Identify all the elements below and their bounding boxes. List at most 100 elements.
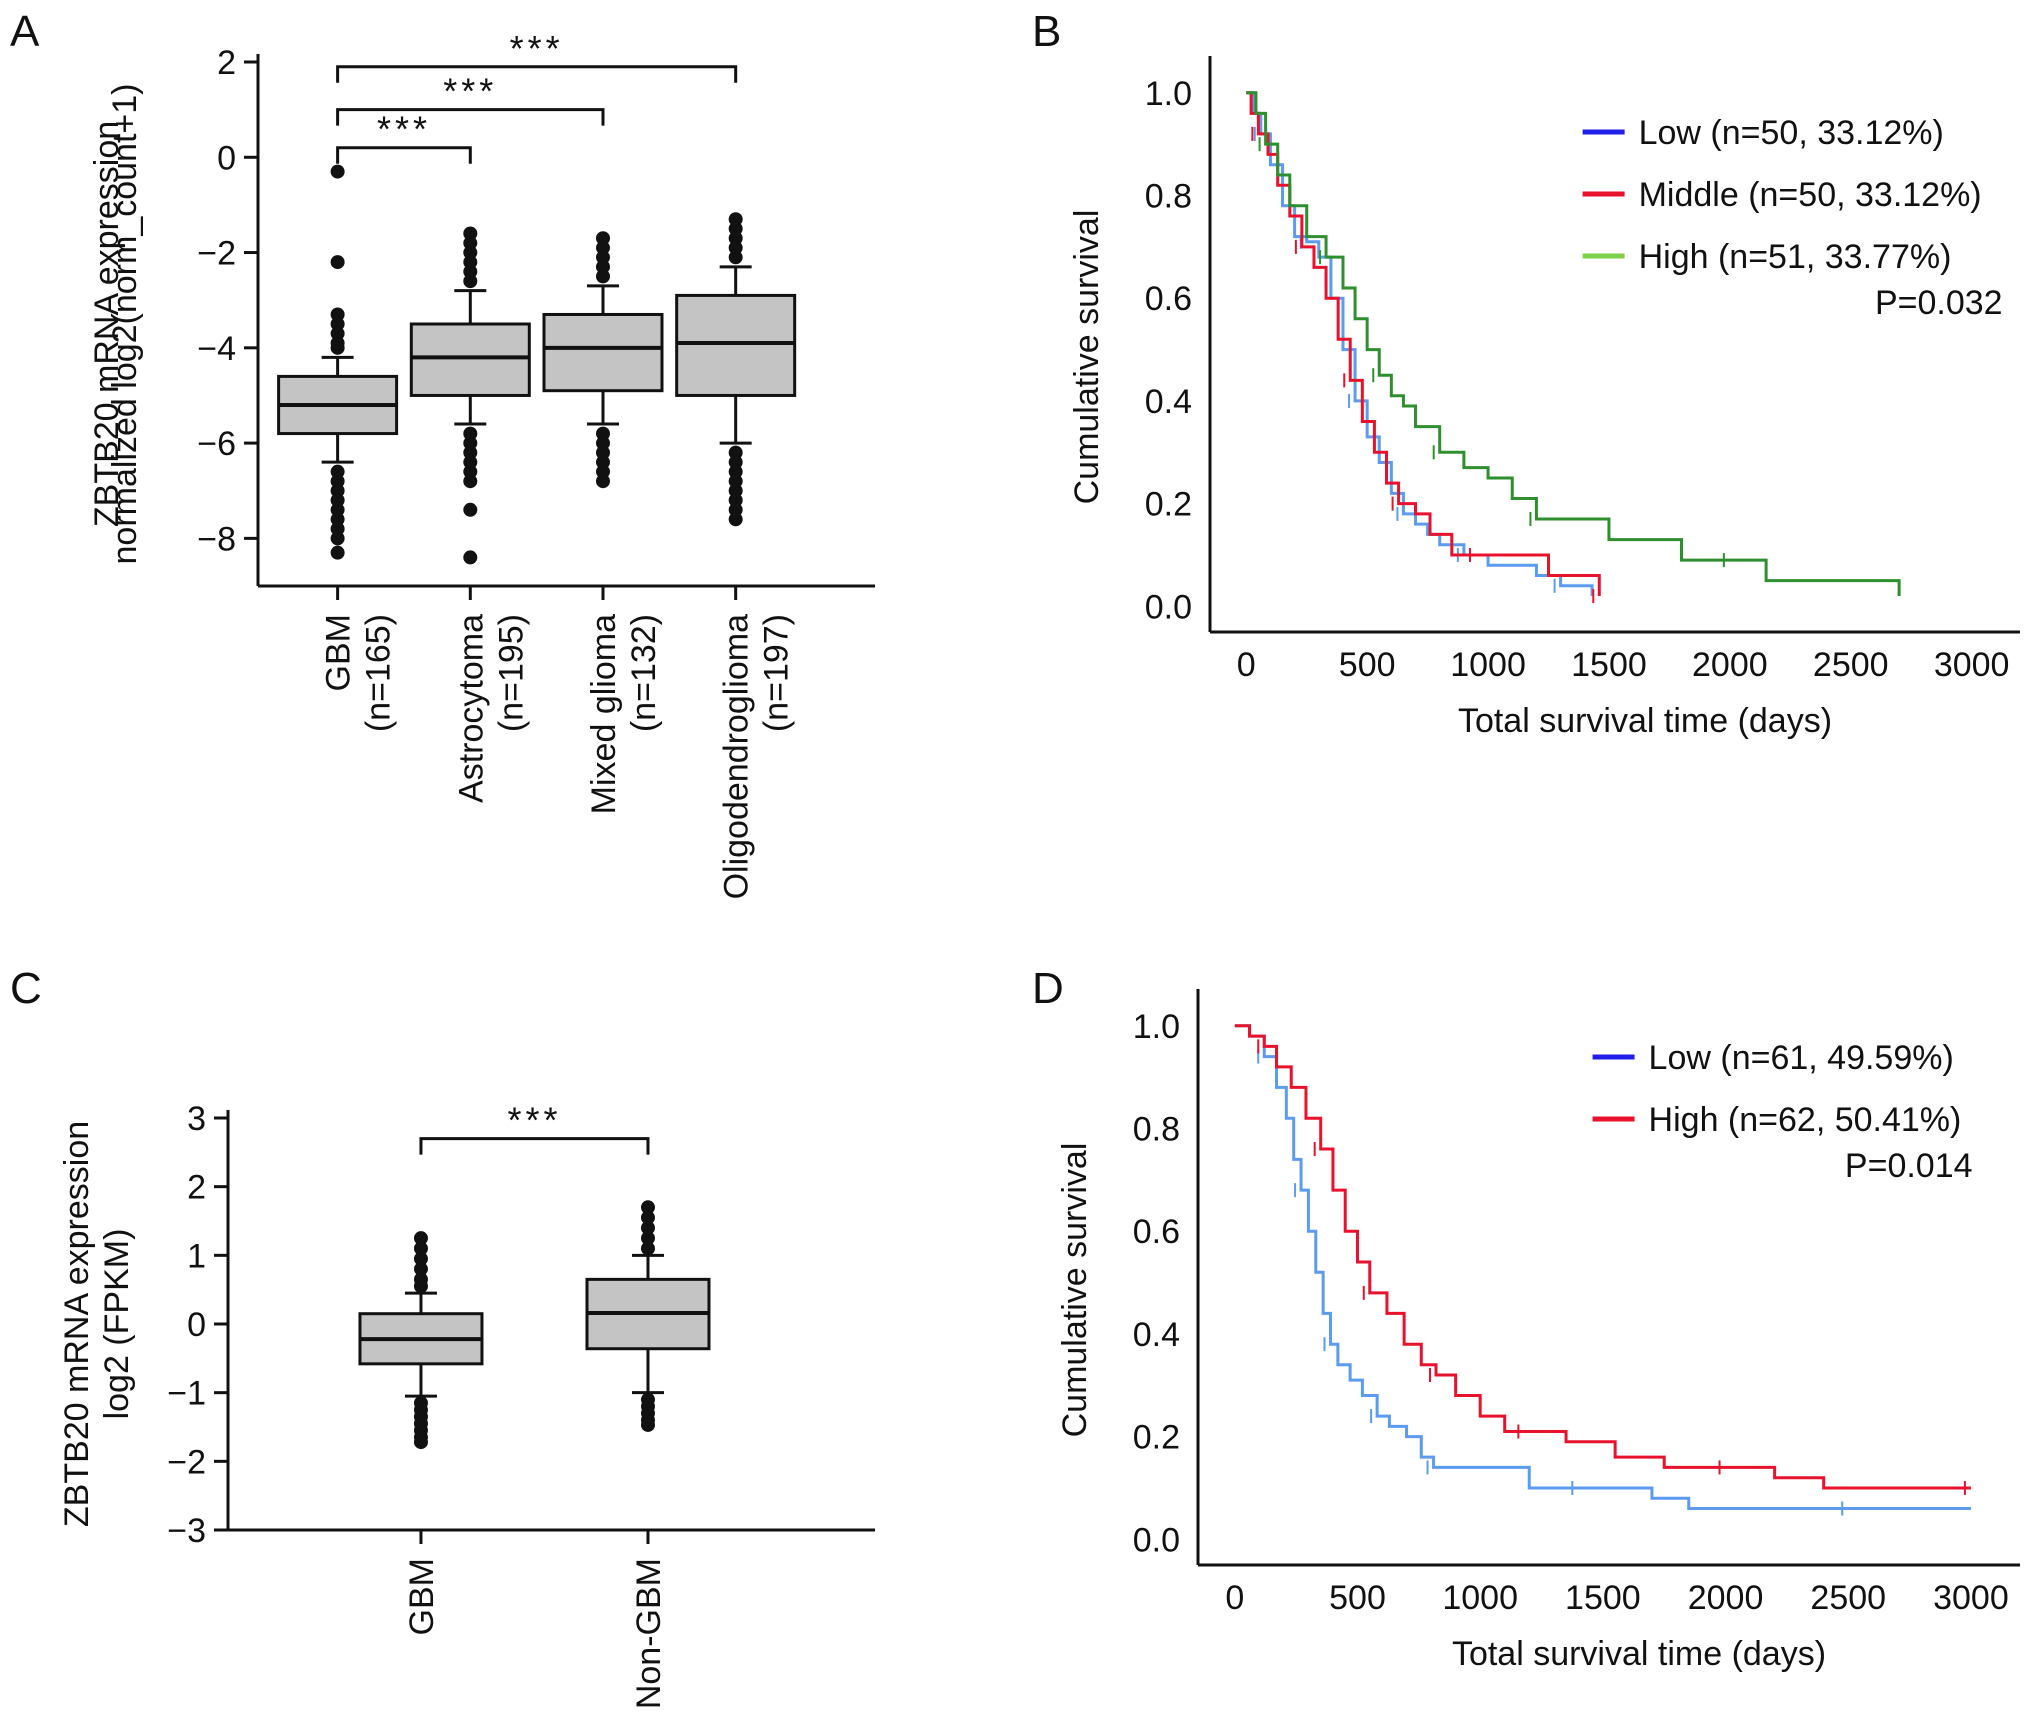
outlier-point (463, 502, 478, 517)
outlier-point (728, 250, 743, 265)
x-category-count: (n=132) (625, 614, 663, 732)
outlier-point (413, 1241, 428, 1256)
x-tick-label: 0 (1237, 646, 1256, 684)
x-axis-label: Total survival time (days) (1452, 1635, 1826, 1673)
y-tick-label: 2 (187, 1169, 206, 1207)
y-tick-label: −1 (167, 1375, 206, 1413)
box-body (409, 322, 531, 397)
x-axis-label: Total survival time (days) (1458, 702, 1832, 740)
significance-bracket (336, 108, 605, 126)
x-category-count: (n=197) (758, 614, 796, 732)
y-tick-label: 0.0 (1145, 588, 1192, 626)
significance-stars: *** (443, 71, 497, 112)
survival-curve-middle (1246, 91, 1601, 597)
y-tick-label: 1.0 (1145, 75, 1192, 113)
y-tick-label: −8 (197, 520, 236, 558)
p-value-label: P=0.014 (1845, 1147, 1973, 1185)
y-tick-label: −3 (167, 1512, 206, 1550)
x-tick-label: 1500 (1565, 1579, 1641, 1617)
y-tick-label: −2 (167, 1443, 206, 1481)
survival-curve-high (1234, 1024, 1971, 1490)
y-tick-label: 1 (187, 1237, 206, 1275)
y-axis-label: normalized log2(norm_count+1) (106, 84, 144, 565)
y-axis-label: ZBTB20 mRNA expression (58, 1121, 96, 1527)
outlier-point (463, 474, 478, 489)
y-axis-label: Cumulative survival (1056, 1143, 1094, 1438)
significance-stars: *** (510, 28, 564, 69)
survival-curve-low (1234, 1024, 1971, 1511)
box-body (675, 293, 797, 397)
outlier-point (330, 164, 345, 179)
y-tick-label: 1.0 (1133, 1008, 1180, 1046)
outlier-point (595, 474, 610, 489)
x-tick-label: 0 (1225, 1579, 1244, 1617)
panel-c-boxplot: 3 2 1 0 −1 −2 −3 ZBTB20 mRNA expression log2 (FP… (58, 1100, 875, 1709)
y-tick-label: 0.6 (1145, 280, 1192, 318)
outlier-point (413, 1231, 428, 1246)
outlier-point (413, 1262, 428, 1277)
outlier-point (640, 1220, 655, 1235)
x-tick-label: 1000 (1450, 646, 1526, 684)
y-tick-label: 0.2 (1133, 1419, 1180, 1457)
y-tick-label: 2 (217, 44, 236, 82)
y-tick-label: 0.4 (1145, 383, 1192, 421)
outlier-point (640, 1417, 655, 1432)
y-tick-label: 3 (187, 1100, 206, 1138)
x-category-label: Astrocytoma (452, 614, 490, 803)
panel-d-survival: 0.0 0.2 0.4 0.6 0.8 1.0 0 500 1000 1500 2000 2500 30… (1056, 989, 2020, 1673)
y-tick-label: 0 (217, 139, 236, 177)
x-category-label: Oligodendroglioma (718, 614, 756, 899)
x-tick-label: 3000 (1933, 1579, 2009, 1617)
survival-curve-low (1246, 91, 1594, 597)
y-tick-label: 0 (187, 1306, 206, 1344)
x-tick-label: 2000 (1688, 1579, 1764, 1617)
significance-stars: *** (507, 1100, 561, 1141)
y-tick-label: 0.8 (1133, 1111, 1180, 1149)
x-tick-label: 2500 (1813, 646, 1889, 684)
y-axis-label: log2 (FPKM) (98, 1229, 136, 1420)
panel-letter-a: A (10, 7, 40, 56)
significance-stars: *** (377, 109, 431, 150)
p-value-label: P=0.032 (1875, 284, 2003, 322)
x-tick-label: 2000 (1692, 646, 1768, 684)
y-tick-label: 0.4 (1133, 1316, 1180, 1354)
significance-bracket (419, 1137, 650, 1155)
y-tick-label: 0.2 (1145, 486, 1192, 524)
outlier-point (640, 1231, 655, 1246)
y-tick-label: 0.6 (1133, 1213, 1180, 1251)
panel-b-survival: 0.0 0.2 0.4 0.6 0.8 1.0 0 500 1000 1500 2000 2500 30… (1068, 56, 2020, 740)
x-category-label: Mixed glioma (585, 614, 623, 814)
x-tick-label: 500 (1339, 646, 1396, 684)
y-tick-label: 0.8 (1145, 178, 1192, 216)
outlier-point (640, 1200, 655, 1215)
outlier-point (413, 1279, 428, 1294)
outlier-point (640, 1241, 655, 1256)
x-category-count: (n=165) (360, 614, 398, 732)
y-axis-label: Cumulative survival (1068, 210, 1106, 505)
outlier-point (595, 269, 610, 284)
x-category-label: GBM (320, 614, 358, 691)
legend-label: High (n=62, 50.41%) (1649, 1101, 1962, 1139)
outlier-point (728, 512, 743, 527)
legend-label: Low (n=61, 49.59%) (1649, 1039, 1954, 1077)
panel-letter-b: B (1032, 7, 1061, 56)
panel-a-boxplot: 2 0 −2 −4 −6 −8 ZBTB20 mRNA expressionnormaliz… (88, 28, 875, 899)
legend-label: Middle (n=50, 33.12%) (1639, 176, 1982, 214)
x-tick-label: 2500 (1810, 1579, 1886, 1617)
outlier-point (413, 1435, 428, 1450)
x-tick-label: 500 (1329, 1579, 1386, 1617)
x-tick-label: 1000 (1442, 1579, 1518, 1617)
y-tick-label: −6 (197, 425, 236, 463)
box-body (542, 312, 664, 393)
y-tick-label: 0.0 (1133, 1521, 1180, 1559)
outlier-point (330, 545, 345, 560)
legend-label: High (n=51, 33.77%) (1639, 238, 1952, 276)
y-tick-label: −4 (197, 330, 236, 368)
significance-bracket (336, 65, 738, 83)
outlier-point (640, 1210, 655, 1225)
outlier-point (463, 550, 478, 565)
outlier-point (330, 340, 345, 355)
x-tick-label: 3000 (1934, 646, 2010, 684)
survival-curve-high (1246, 91, 1901, 597)
